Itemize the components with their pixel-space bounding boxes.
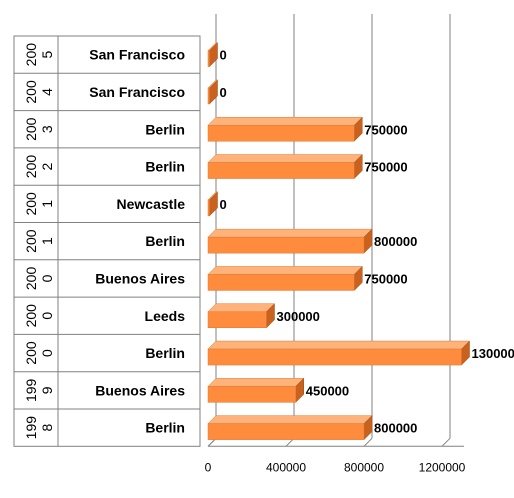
bar-top xyxy=(207,266,363,275)
category-city-label: Berlin xyxy=(145,159,185,175)
bar xyxy=(207,228,373,254)
bar xyxy=(207,340,471,366)
bar-top xyxy=(207,117,363,126)
bar-value-label: 0 xyxy=(220,48,227,63)
bar-front xyxy=(207,311,267,328)
bars: 0 0 750000 750000 0 800000 750000 300000 1300000… xyxy=(207,42,514,441)
category-city-label: Berlin xyxy=(145,420,185,436)
bar-value-label: 750000 xyxy=(364,271,407,286)
category-city-label: Buenos Aires xyxy=(95,382,185,398)
bar xyxy=(207,415,373,441)
bar-value-label: 750000 xyxy=(364,160,407,175)
bar-value-label: 800000 xyxy=(374,421,417,436)
category-city-label: San Francisco xyxy=(89,84,185,100)
category-year-label: 1999 xyxy=(23,378,55,402)
bar xyxy=(207,79,219,105)
bar-top xyxy=(207,154,363,163)
bar-top xyxy=(207,415,373,424)
bar-front xyxy=(207,236,365,254)
category-city-label: Berlin xyxy=(145,233,185,249)
category-year-label: 1998 xyxy=(23,416,55,440)
bar-front xyxy=(207,199,210,217)
bar xyxy=(207,191,219,217)
bar-value-label: 1300000 xyxy=(472,346,514,361)
category-city-label: Berlin xyxy=(145,345,185,361)
category-table: 2005 San Francisco 2004 San Francisco 2003 Be… xyxy=(13,35,201,447)
bar xyxy=(207,377,305,403)
x-tick-label: 800000 xyxy=(344,460,384,474)
category-year-label: 2000 xyxy=(23,304,55,328)
category-city-label: Buenos Aires xyxy=(95,270,185,286)
category-year-label: 2002 xyxy=(23,155,55,179)
bar-front xyxy=(207,50,210,67)
category-year-label: 2005 xyxy=(23,43,55,67)
bar-front xyxy=(207,162,355,179)
category-city-label: Berlin xyxy=(145,121,185,137)
bar xyxy=(207,265,363,292)
bar xyxy=(207,153,363,180)
bar-value-label: 0 xyxy=(220,197,227,212)
category-year-label: 2000 xyxy=(23,341,55,365)
x-tick-label: 1200000 xyxy=(419,460,466,474)
x-axis-ticks: 0 400000 800000 1200000 xyxy=(205,460,466,474)
bar xyxy=(207,116,363,142)
category-city-label: Newcastle xyxy=(117,196,186,212)
bar-front xyxy=(207,348,462,366)
bar-top xyxy=(207,228,373,238)
category-year-label: 2004 xyxy=(23,80,55,104)
bar-front xyxy=(207,274,355,291)
bar xyxy=(207,303,276,329)
category-year-label: 2001 xyxy=(23,229,55,253)
bar-value-label: 300000 xyxy=(277,309,320,324)
bar-top xyxy=(207,340,471,350)
bar-value-label: 0 xyxy=(220,85,227,100)
bar-front xyxy=(207,423,365,440)
bar-value-label: 750000 xyxy=(364,122,407,137)
bar-top xyxy=(207,303,276,312)
bar-front xyxy=(207,125,355,142)
bar-front xyxy=(207,386,296,403)
category-city-label: Leeds xyxy=(145,308,186,324)
gridline-floor xyxy=(441,437,451,447)
x-tick-label: 0 xyxy=(205,460,212,474)
category-year-label: 2000 xyxy=(23,267,55,291)
bar xyxy=(207,42,219,68)
category-year-label: 2001 xyxy=(23,192,55,216)
bar-value-label: 800000 xyxy=(374,234,417,249)
bar-value-label: 450000 xyxy=(306,383,349,398)
category-year-label: 2003 xyxy=(23,117,55,141)
table-frame xyxy=(13,35,201,447)
bar-top xyxy=(207,378,305,387)
bar-front xyxy=(207,87,210,105)
category-city-label: San Francisco xyxy=(89,47,185,63)
x-tick-label: 400000 xyxy=(266,460,306,474)
gridline-floor xyxy=(363,437,373,447)
